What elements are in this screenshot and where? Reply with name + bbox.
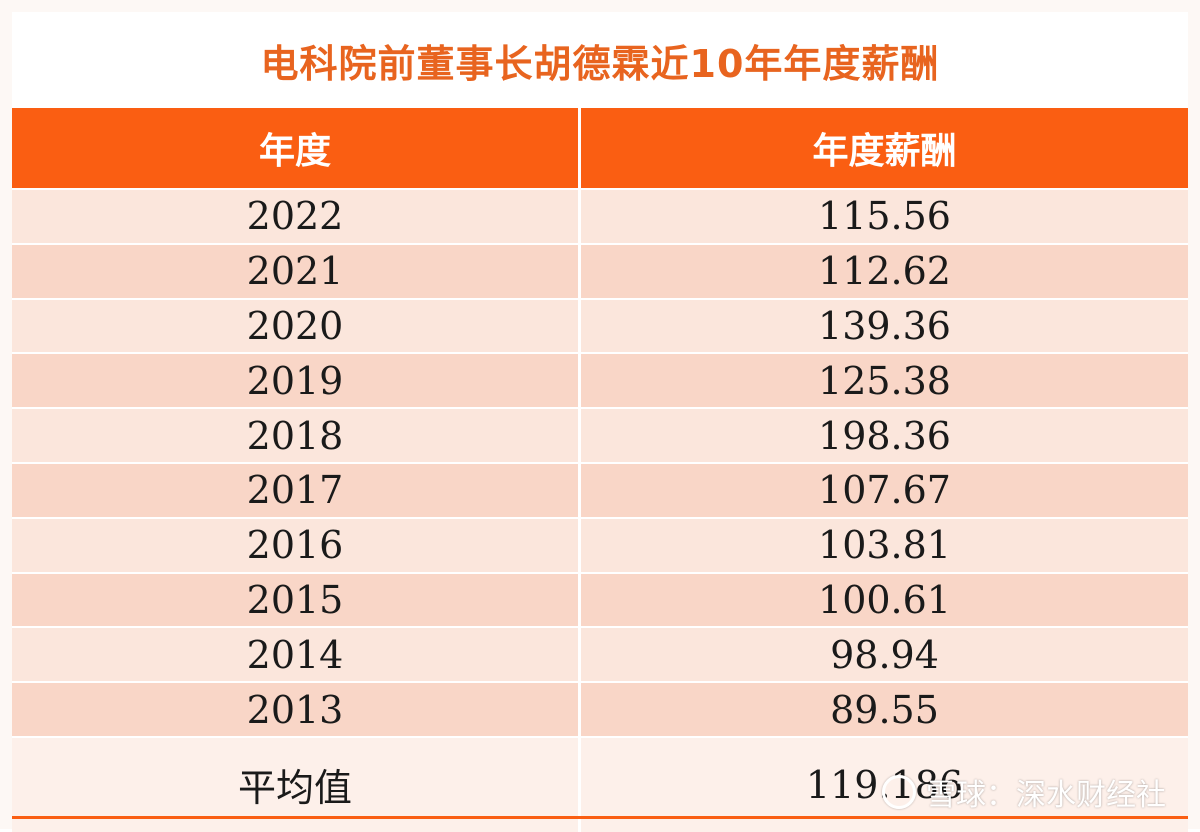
table-row: 2021 112.62 xyxy=(12,242,1188,298)
table-row: 2015 100.61 xyxy=(12,571,1188,627)
salary-cell: 112.62 xyxy=(578,244,1188,298)
salary-table: 年度 年度薪酬 2022 115.56 2021 112.62 2020 139… xyxy=(12,108,1188,832)
year-cell: 2017 xyxy=(246,468,344,513)
year-cell: 2022 xyxy=(246,194,344,239)
salary-cell: 100.61 xyxy=(578,573,1188,627)
average-label-cell: 平均值 xyxy=(12,738,578,832)
table-row: 2017 107.67 xyxy=(12,461,1188,517)
year-cell: 2014 xyxy=(246,632,344,677)
salary-cell: 103.81 xyxy=(578,518,1188,572)
title-bar: 电科院前董事长胡德霖近10年年度薪酬 xyxy=(12,12,1188,108)
watermark: 雪球：深水财经社 xyxy=(882,770,1166,814)
salary-cell: 89.55 xyxy=(578,683,1188,736)
header-salary: 年度薪酬 xyxy=(578,108,1188,188)
year-cell: 2015 xyxy=(246,577,344,622)
header-year: 年度 xyxy=(258,131,331,172)
year-cell: 2013 xyxy=(246,687,344,732)
year-cell: 2019 xyxy=(246,358,344,403)
watermark-text: 雪球：深水财经社 xyxy=(926,778,1166,813)
table-row: 2018 198.36 xyxy=(12,407,1188,462)
average-label: 平均值 xyxy=(237,766,352,811)
year-cell: 2018 xyxy=(246,413,344,458)
year-cell: 2016 xyxy=(246,523,344,568)
table-row: 2014 98.94 xyxy=(12,626,1188,682)
year-cell: 2021 xyxy=(246,249,344,294)
salary-cell: 139.36 xyxy=(578,299,1188,353)
table-row: 2019 125.38 xyxy=(12,352,1188,408)
snowball-logo-icon xyxy=(882,775,916,809)
average-row: 平均值 119.186 xyxy=(12,735,1188,832)
page-title: 电科院前董事长胡德霖近10年年度薪酬 xyxy=(260,41,940,86)
salary-cell: 107.67 xyxy=(578,463,1188,517)
table-row: 2013 89.55 xyxy=(12,681,1188,736)
salary-cell: 115.56 xyxy=(578,190,1188,243)
table-row: 2016 103.81 xyxy=(12,516,1188,572)
salary-cell: 125.38 xyxy=(578,354,1188,408)
salary-cell: 98.94 xyxy=(578,628,1188,682)
bottom-divider xyxy=(12,816,1188,819)
table-header: 年度 年度薪酬 xyxy=(12,108,1188,188)
year-cell: 2020 xyxy=(246,303,344,348)
salary-cell: 198.36 xyxy=(578,409,1188,462)
table-row: 2020 139.36 xyxy=(12,297,1188,353)
table-row: 2022 115.56 xyxy=(12,188,1188,243)
